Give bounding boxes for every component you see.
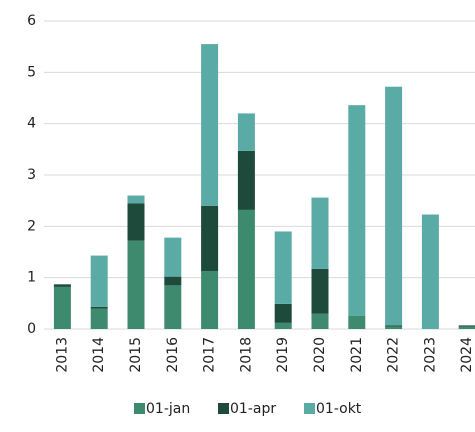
bar-segment [274,303,292,323]
bar-segment [53,286,71,329]
bar-segment [311,197,329,269]
bar-segment [164,276,182,286]
legend-label: 01-apr [230,401,276,417]
bar-segment [164,285,182,329]
bar-segment [274,231,292,304]
bar-segment [127,240,145,329]
bar-segment [237,113,255,151]
y-tick-label: 2 [27,218,36,234]
x-tick-label: 2016 [165,337,181,373]
x-tick-label: 2020 [312,337,328,373]
legend-label: 01-jan [146,401,190,417]
bar-segment [237,209,255,329]
x-tick-label: 2023 [422,337,438,373]
y-tick-label: 3 [27,167,36,183]
legend-swatch [218,403,229,414]
x-tick-label: 2024 [459,337,475,373]
bar-segment [385,86,403,326]
bar-segment [311,268,329,314]
x-tick-label: 2017 [202,337,218,373]
bar-segment [127,195,145,204]
x-tick-label: 2013 [54,337,70,373]
bar-segment [274,322,292,329]
legend-swatch [134,403,145,414]
bar-segment [385,326,403,329]
bar-segment [201,270,219,329]
bar-segment [237,150,255,210]
bar-segment [53,284,71,287]
bar-segment [90,306,108,309]
bar-segment [164,237,182,277]
x-tick-label: 2019 [275,337,291,373]
x-tick-label: 2014 [91,337,107,373]
bar-segment [421,214,439,329]
y-tick-label: 5 [27,64,36,80]
bar-segment [311,313,329,329]
bar-segment [201,44,219,206]
bar-segment [458,325,475,327]
y-tick-label: 1 [27,270,36,286]
x-tick-label: 2022 [386,337,402,373]
legend-swatch [304,403,315,414]
bar-segment [127,203,145,241]
legend-label: 01-okt [316,401,362,417]
bar-segment [348,315,366,329]
y-tick-label: 4 [27,116,36,132]
bar-segment [201,205,219,271]
bar-segment [385,325,403,327]
x-tick-label: 2015 [128,337,144,373]
bar-segment [90,255,108,307]
y-tick-label: 6 [27,13,36,29]
x-tick-label: 2021 [349,337,365,373]
bar-segment [348,105,366,316]
bar-segment [458,326,475,329]
y-tick-label: 0 [27,321,36,337]
x-tick-label: 2018 [238,337,254,373]
bar-segment [90,308,108,329]
